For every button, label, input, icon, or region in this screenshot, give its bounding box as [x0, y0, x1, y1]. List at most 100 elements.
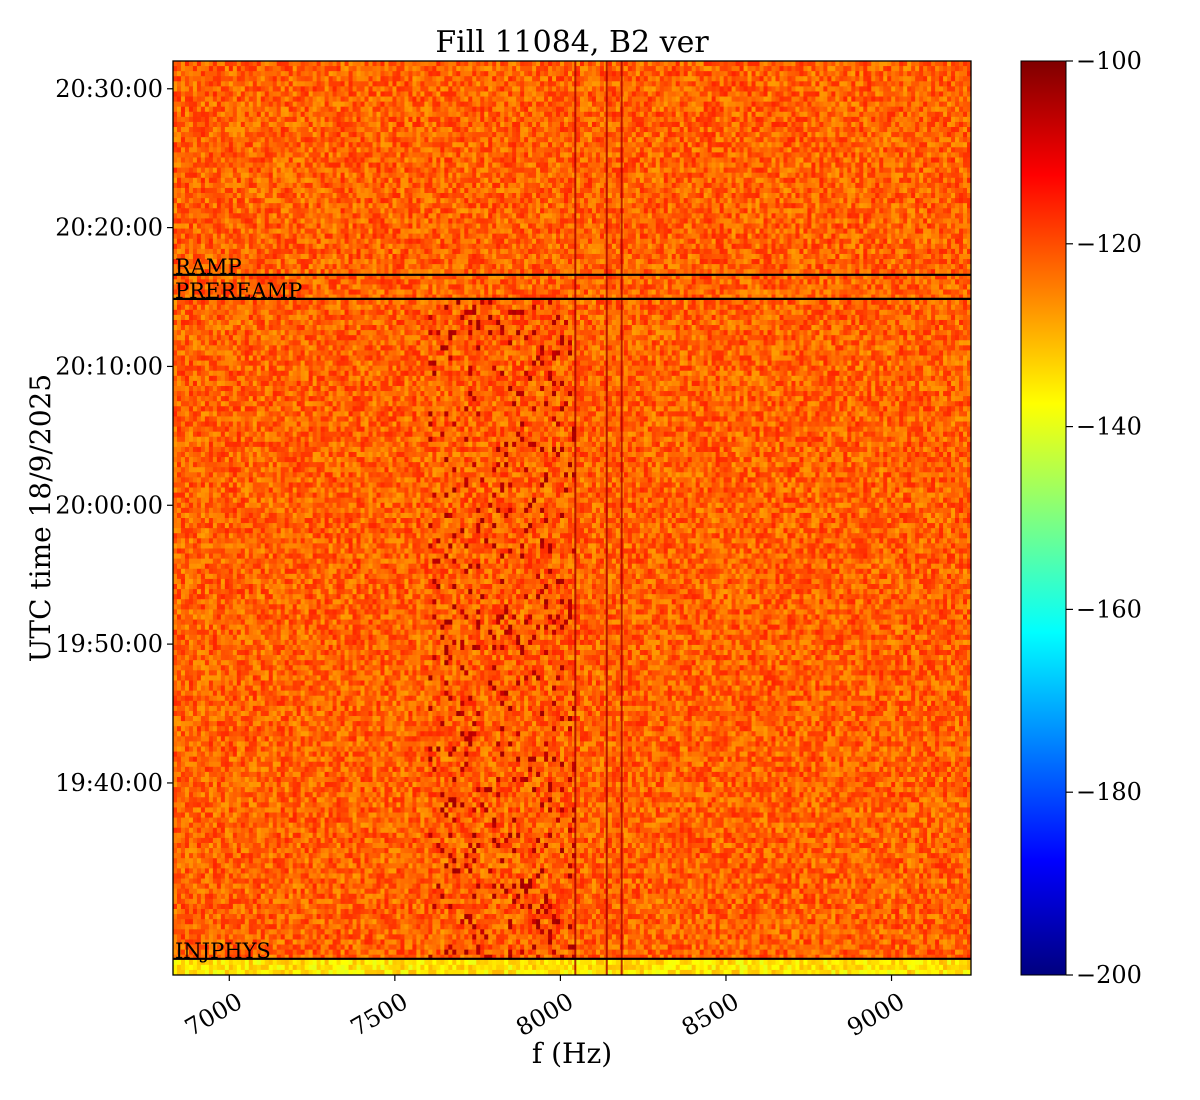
heatmap-cell — [544, 112, 549, 118]
heatmap-cell — [213, 142, 218, 148]
heatmap-cell — [600, 86, 605, 92]
heatmap-cell — [740, 168, 745, 174]
heatmap-cell — [333, 137, 338, 143]
heatmap-cell — [564, 117, 569, 123]
heatmap-cell — [408, 122, 413, 128]
heatmap-cell — [843, 132, 848, 138]
heatmap-cell — [871, 91, 876, 97]
heatmap-cell — [760, 66, 765, 72]
heatmap-cell — [369, 168, 374, 174]
heatmap-cell — [173, 152, 178, 158]
heatmap-cell — [560, 61, 565, 67]
heatmap-cell — [404, 152, 409, 158]
heatmap-cell — [317, 183, 322, 189]
heatmap-cell — [189, 137, 194, 143]
heatmap-cell — [353, 91, 358, 97]
heatmap-cell — [859, 117, 864, 123]
heatmap-cell — [596, 61, 601, 67]
heatmap-cell — [839, 132, 844, 138]
heatmap-cell — [740, 81, 745, 87]
heatmap-cell — [388, 112, 393, 118]
heatmap-cell — [951, 157, 956, 163]
heatmap-cell — [337, 178, 342, 184]
heatmap-cell — [895, 107, 900, 113]
heatmap-cell — [404, 91, 409, 97]
heatmap-cell — [712, 163, 717, 169]
heatmap-cell — [209, 173, 214, 179]
heatmap-cell — [947, 173, 952, 179]
heatmap-cell — [847, 152, 852, 158]
heatmap-cell — [939, 122, 944, 128]
heatmap-cell — [815, 183, 820, 189]
heatmap-cell — [536, 76, 541, 82]
heatmap-cell — [943, 86, 948, 92]
heatmap-cell — [807, 147, 812, 153]
heatmap-cell — [512, 81, 517, 87]
heatmap-cell — [253, 117, 258, 123]
heatmap-cell — [404, 173, 409, 179]
heatmap-cell — [341, 147, 346, 153]
heatmap-cell — [560, 117, 565, 123]
heatmap-cell — [277, 178, 282, 184]
heatmap-cell — [899, 137, 904, 143]
heatmap-cell — [293, 137, 298, 143]
heatmap-cell — [416, 112, 421, 118]
heatmap-cell — [760, 142, 765, 148]
heatmap-cell — [392, 91, 397, 97]
heatmap-cell — [716, 97, 721, 103]
heatmap-cell — [305, 132, 310, 138]
heatmap-cell — [600, 117, 605, 123]
heatmap-cell — [608, 173, 613, 179]
heatmap-cell — [931, 127, 936, 133]
heatmap-cell — [424, 97, 429, 103]
heatmap-cell — [887, 157, 892, 163]
heatmap-cell — [321, 157, 326, 163]
heatmap-cell — [955, 97, 960, 103]
heatmap-cell — [452, 107, 457, 113]
heatmap-cell — [281, 66, 286, 72]
heatmap-cell — [309, 91, 314, 97]
heatmap-cell — [392, 132, 397, 138]
heatmap-cell — [612, 86, 617, 92]
heatmap-cell — [959, 147, 964, 153]
heatmap-cell — [345, 122, 350, 128]
heatmap-cell — [241, 163, 246, 169]
heatmap-cell — [911, 168, 916, 174]
heatmap-cell — [911, 71, 916, 77]
heatmap-cell — [616, 66, 621, 72]
heatmap-cell — [408, 66, 413, 72]
heatmap-cell — [452, 152, 457, 158]
heatmap-cell — [548, 91, 553, 97]
heatmap-cell — [225, 91, 230, 97]
heatmap-cell — [843, 152, 848, 158]
heatmap-cell — [875, 157, 880, 163]
heatmap-cell — [716, 183, 721, 189]
heatmap-cell — [177, 97, 182, 103]
heatmap-cell — [301, 107, 306, 113]
heatmap-cell — [329, 178, 334, 184]
heatmap-cell — [859, 66, 864, 72]
heatmap-cell — [460, 137, 465, 143]
heatmap-cell — [791, 102, 796, 108]
heatmap-cell — [768, 66, 773, 72]
heatmap-cell — [297, 76, 302, 82]
heatmap-cell — [895, 76, 900, 82]
heatmap-cell — [556, 173, 561, 179]
heatmap-cell — [736, 152, 741, 158]
heatmap-cell — [564, 163, 569, 169]
heatmap-cell — [213, 97, 218, 103]
heatmap-cell — [736, 66, 741, 72]
heatmap-cell — [305, 117, 310, 123]
heatmap-cell — [708, 178, 713, 184]
heatmap-cell — [349, 157, 354, 163]
heatmap-cell — [624, 122, 629, 128]
heatmap-cell — [508, 137, 513, 143]
heatmap-cell — [736, 112, 741, 118]
heatmap-cell — [337, 127, 342, 133]
heatmap-cell — [811, 127, 816, 133]
heatmap-cell — [791, 127, 796, 133]
heatmap-cell — [768, 152, 773, 158]
heatmap-cell — [775, 127, 780, 133]
heatmap-cell — [448, 117, 453, 123]
heatmap-cell — [428, 71, 433, 77]
